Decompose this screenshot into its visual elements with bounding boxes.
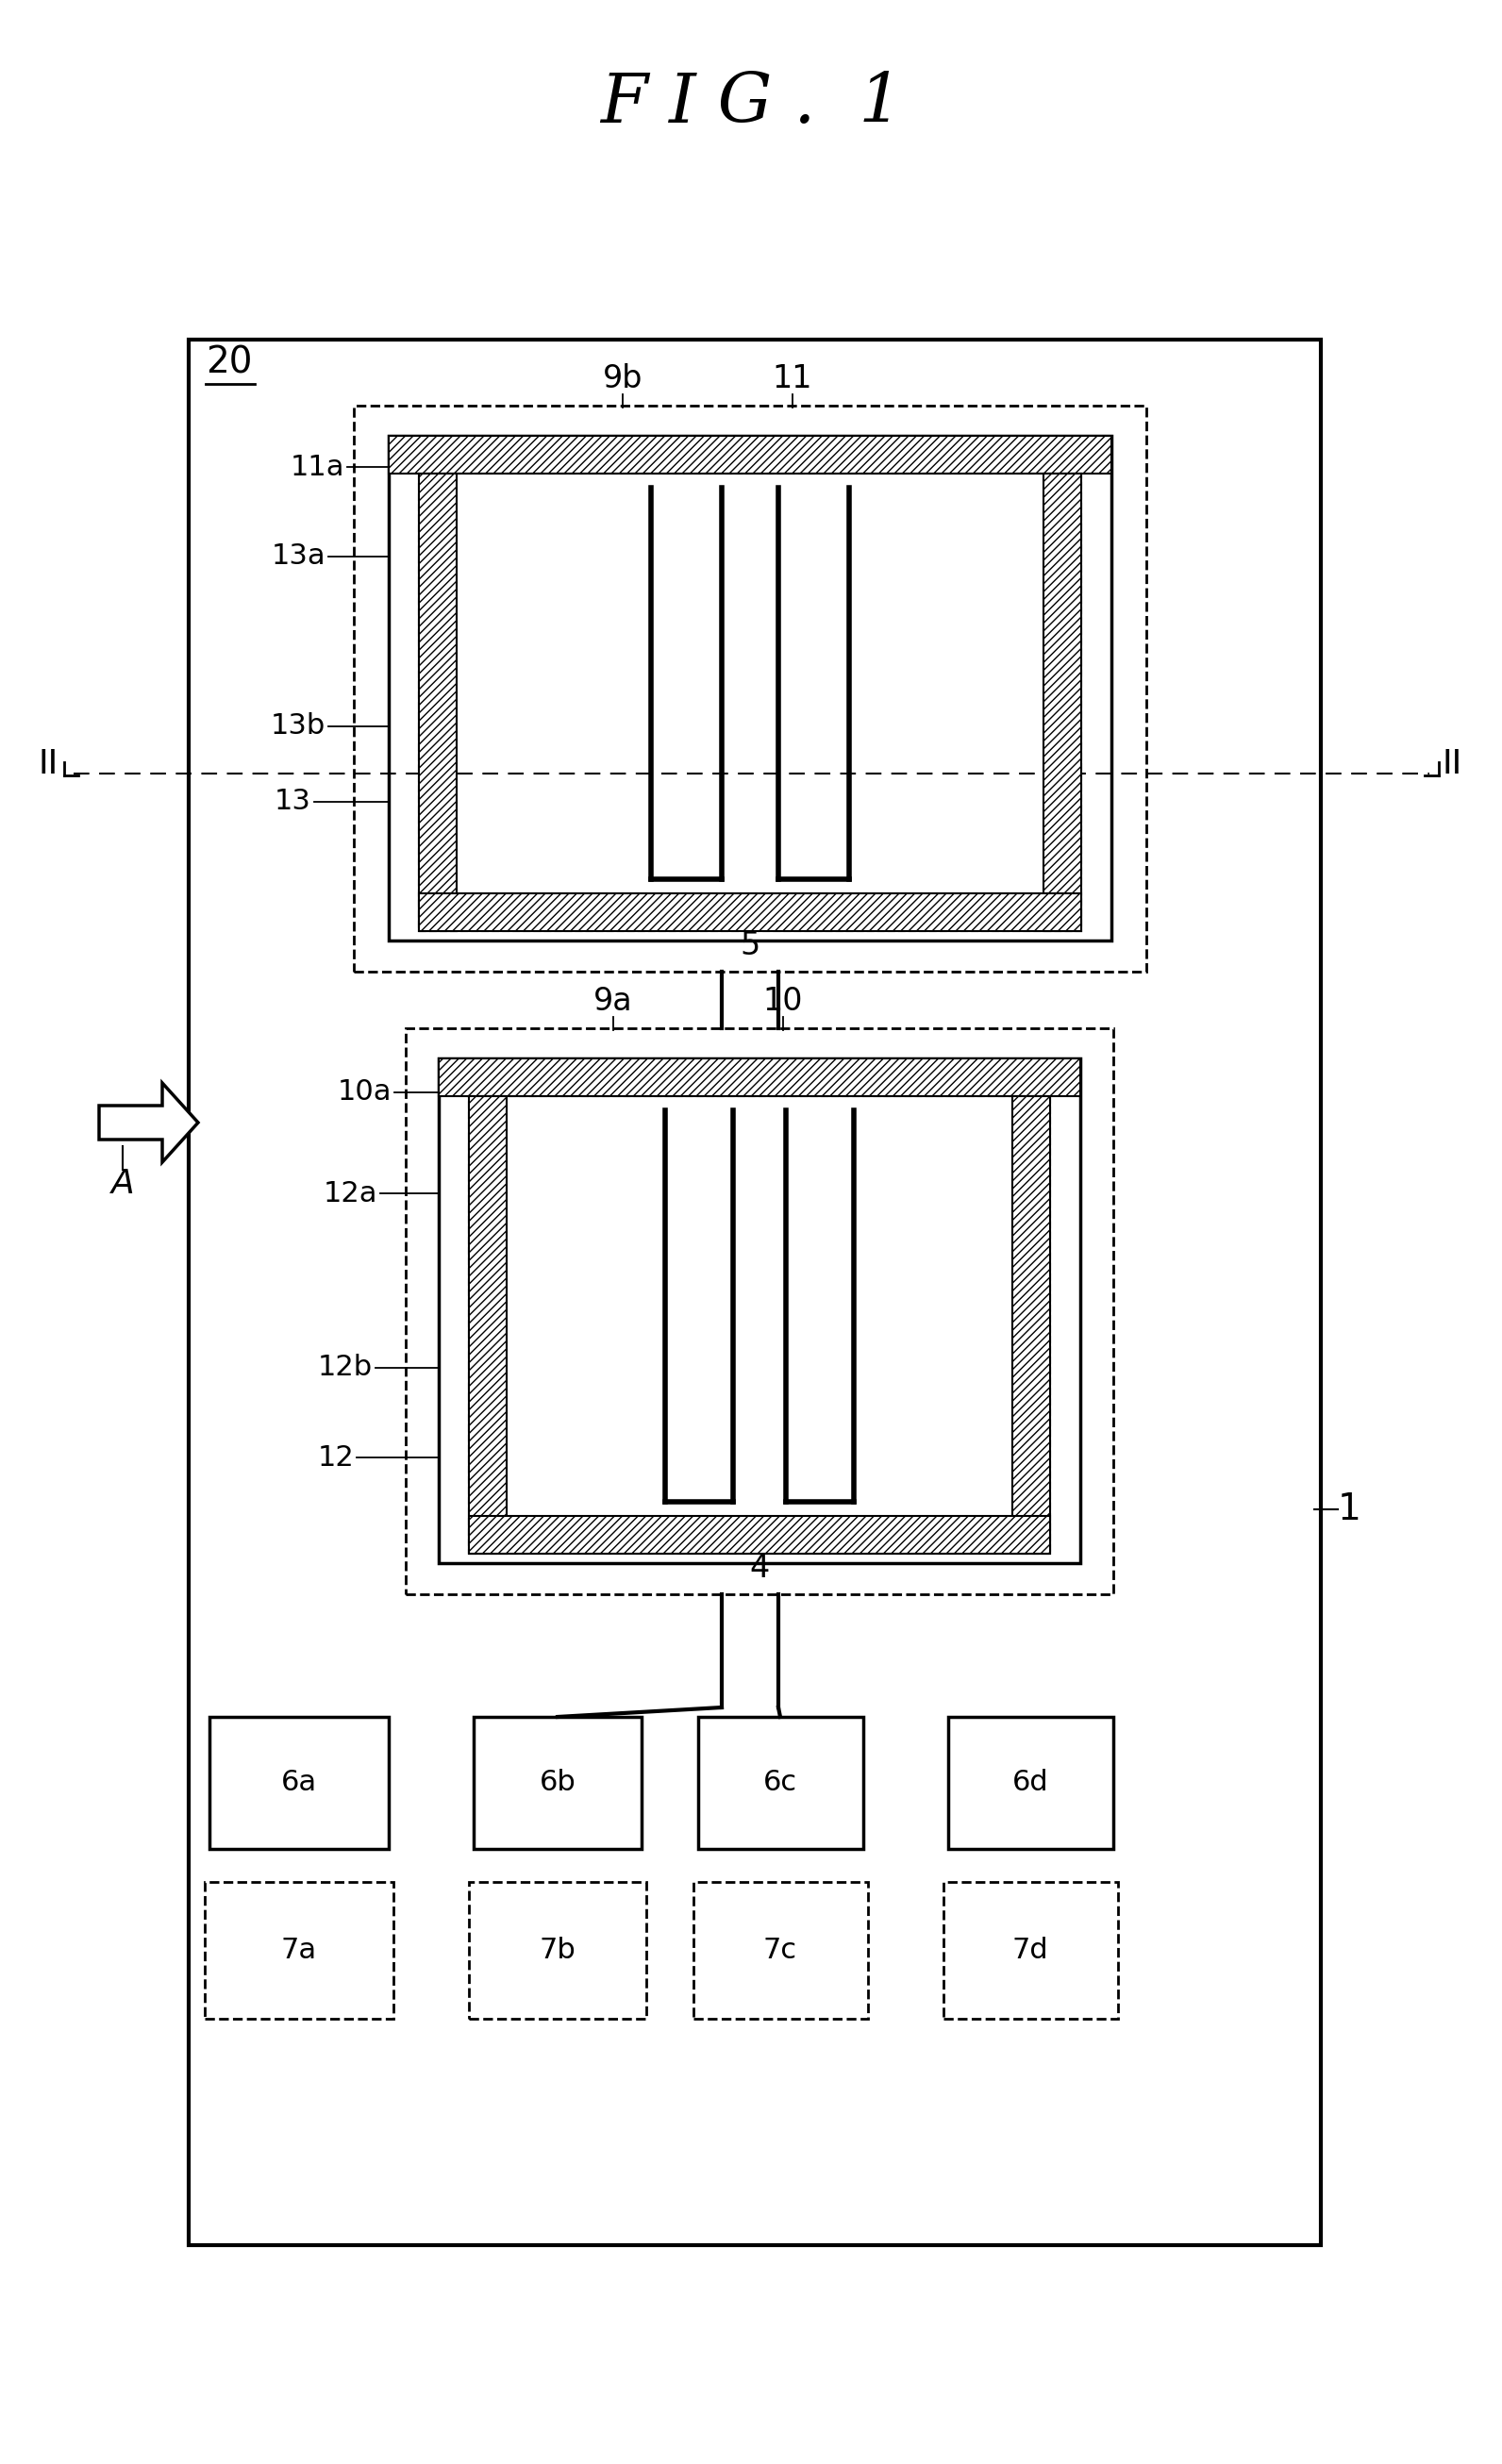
Text: 7a: 7a	[281, 1937, 317, 1964]
Text: 12: 12	[317, 1444, 354, 1471]
Bar	[419, 894, 1081, 931]
Text: 7d: 7d	[1012, 1937, 1048, 1964]
Bar	[439, 1060, 1080, 1096]
Text: 11a: 11a	[290, 453, 344, 480]
Bar	[189, 340, 1320, 2245]
Bar	[439, 1060, 1080, 1562]
Text: 9b: 9b	[602, 362, 643, 394]
Text: 13a: 13a	[272, 542, 326, 569]
Text: A: A	[111, 1168, 134, 1200]
Text: 10: 10	[763, 986, 804, 1018]
Bar	[698, 1717, 864, 1848]
Bar	[1012, 1096, 1050, 1555]
Bar	[389, 436, 1111, 941]
Text: 12b: 12b	[318, 1355, 372, 1382]
Bar	[419, 473, 457, 931]
Bar	[406, 1027, 1113, 1594]
Text: 11: 11	[772, 362, 813, 394]
Text: 13: 13	[275, 788, 311, 816]
Bar	[419, 473, 1081, 931]
Bar	[943, 1882, 1117, 2018]
Bar	[389, 436, 1111, 473]
Bar	[469, 1096, 506, 1555]
Text: 6d: 6d	[1012, 1769, 1048, 1796]
Text: 13b: 13b	[270, 712, 326, 739]
Text: II: II	[1442, 749, 1461, 781]
Text: 5: 5	[740, 929, 760, 961]
Text: 12a: 12a	[323, 1180, 377, 1207]
Text: 7c: 7c	[763, 1937, 798, 1964]
Bar	[209, 1717, 389, 1848]
Text: 1: 1	[1338, 1491, 1361, 1528]
Bar	[204, 1882, 394, 2018]
Text: 4: 4	[749, 1552, 769, 1584]
Text: 6a: 6a	[281, 1769, 317, 1796]
Polygon shape	[99, 1084, 198, 1163]
Text: 6b: 6b	[539, 1769, 575, 1796]
Bar	[948, 1717, 1113, 1848]
Text: II: II	[39, 749, 59, 781]
Bar	[694, 1882, 868, 2018]
Text: 20: 20	[206, 345, 252, 382]
Bar	[473, 1717, 641, 1848]
Bar	[354, 407, 1146, 971]
Bar	[1044, 473, 1081, 931]
Text: 6c: 6c	[763, 1769, 798, 1796]
Text: F I G .  1: F I G . 1	[599, 71, 903, 138]
Text: 7b: 7b	[539, 1937, 575, 1964]
Bar	[469, 1515, 1050, 1555]
Bar	[469, 1096, 1050, 1555]
Text: 10a: 10a	[338, 1079, 392, 1106]
Text: 9a: 9a	[593, 986, 632, 1018]
Bar	[469, 1882, 646, 2018]
